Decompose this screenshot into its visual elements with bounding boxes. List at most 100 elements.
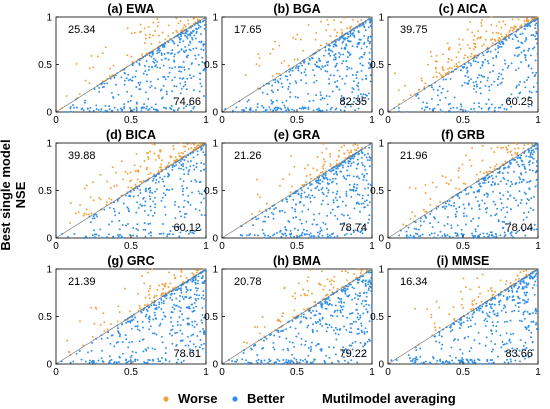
- y-tick-label: 0.5: [370, 186, 384, 197]
- better-point: [177, 206, 180, 208]
- better-point: [117, 341, 119, 343]
- better-point: [487, 76, 489, 79]
- better-point: [345, 44, 348, 47]
- better-point: [350, 344, 353, 347]
- better-point: [458, 197, 461, 199]
- worse-point: [302, 49, 305, 52]
- better-point: [287, 220, 290, 223]
- better-point: [435, 362, 438, 365]
- better-point: [531, 169, 534, 172]
- better-point: [335, 62, 338, 65]
- better-point: [262, 232, 265, 235]
- better-point: [161, 97, 163, 100]
- panel-title: (b) BGA: [273, 2, 320, 16]
- better-point: [204, 214, 206, 217]
- better-point: [108, 359, 111, 362]
- worse-point: [353, 149, 356, 151]
- worse-point: [509, 150, 512, 153]
- better-point: [359, 223, 362, 225]
- better-point: [486, 320, 489, 323]
- better-point: [313, 218, 316, 221]
- better-point: [346, 169, 349, 172]
- x-tick-label: 0: [53, 241, 59, 252]
- worse-point: [473, 45, 476, 48]
- better-point: [486, 314, 489, 317]
- better-point: [177, 358, 180, 361]
- better-point: [469, 319, 472, 322]
- better-point: [204, 288, 207, 291]
- better-point: [451, 329, 454, 331]
- worse-point: [302, 288, 305, 291]
- better-point: [141, 338, 144, 341]
- better-point: [178, 316, 181, 319]
- worse-point: [476, 277, 479, 280]
- better-point: [300, 343, 303, 346]
- worse-point: [299, 38, 302, 41]
- better-point: [109, 362, 112, 365]
- worse-point: [92, 66, 95, 69]
- worse-point: [120, 160, 123, 163]
- better-point: [72, 360, 75, 363]
- better-point: [535, 228, 538, 231]
- worse-point: [314, 38, 317, 41]
- worse-point: [469, 55, 472, 58]
- better-point: [293, 109, 296, 112]
- better-point: [444, 360, 447, 363]
- better-point: [446, 234, 449, 237]
- better-point: [440, 362, 443, 365]
- better-point: [155, 178, 158, 181]
- better-point: [128, 194, 131, 197]
- better-point: [155, 304, 158, 307]
- better-point: [349, 105, 352, 108]
- better-point: [164, 57, 167, 60]
- worse-point: [180, 275, 182, 278]
- better-point: [356, 163, 359, 166]
- better-point: [200, 193, 203, 196]
- better-point: [270, 89, 273, 92]
- better-point: [285, 234, 288, 237]
- better-point: [311, 329, 314, 332]
- better-point: [241, 234, 244, 237]
- better-point: [507, 230, 510, 233]
- worse-point: [321, 165, 324, 168]
- better-point: [370, 292, 373, 295]
- better-point: [127, 79, 130, 82]
- worse-point: [99, 173, 102, 176]
- worse-point: [430, 316, 433, 319]
- worse-point: [507, 144, 510, 147]
- better-point: [519, 156, 522, 159]
- better-point: [511, 183, 514, 186]
- worse-point: [187, 148, 190, 150]
- better-point: [534, 147, 537, 150]
- worse-point: [202, 268, 205, 271]
- better-point: [183, 51, 186, 54]
- worse-point: [340, 21, 342, 24]
- worse-point: [357, 268, 360, 271]
- better-point: [356, 278, 359, 281]
- better-point: [368, 165, 371, 168]
- worse-point: [326, 278, 329, 281]
- better-point: [309, 200, 312, 203]
- better-point: [199, 330, 202, 333]
- better-point: [447, 362, 450, 365]
- better-point: [311, 223, 314, 226]
- better-point: [235, 106, 238, 109]
- better-point: [260, 361, 263, 364]
- better-point: [355, 187, 358, 190]
- better-point: [95, 213, 98, 216]
- better-point: [342, 214, 345, 217]
- worse-point: [246, 341, 248, 344]
- better-point: [276, 108, 279, 111]
- worse-point: [510, 154, 513, 156]
- better-point: [154, 348, 156, 351]
- better-point: [416, 233, 419, 236]
- better-point: [350, 331, 353, 334]
- better-point: [364, 29, 367, 32]
- worse-point: [88, 82, 91, 85]
- better-point: [456, 224, 459, 227]
- worse-point: [75, 62, 78, 65]
- better-point: [193, 89, 195, 92]
- better-point: [360, 47, 363, 50]
- better-point: [342, 346, 345, 349]
- better-point: [202, 294, 205, 297]
